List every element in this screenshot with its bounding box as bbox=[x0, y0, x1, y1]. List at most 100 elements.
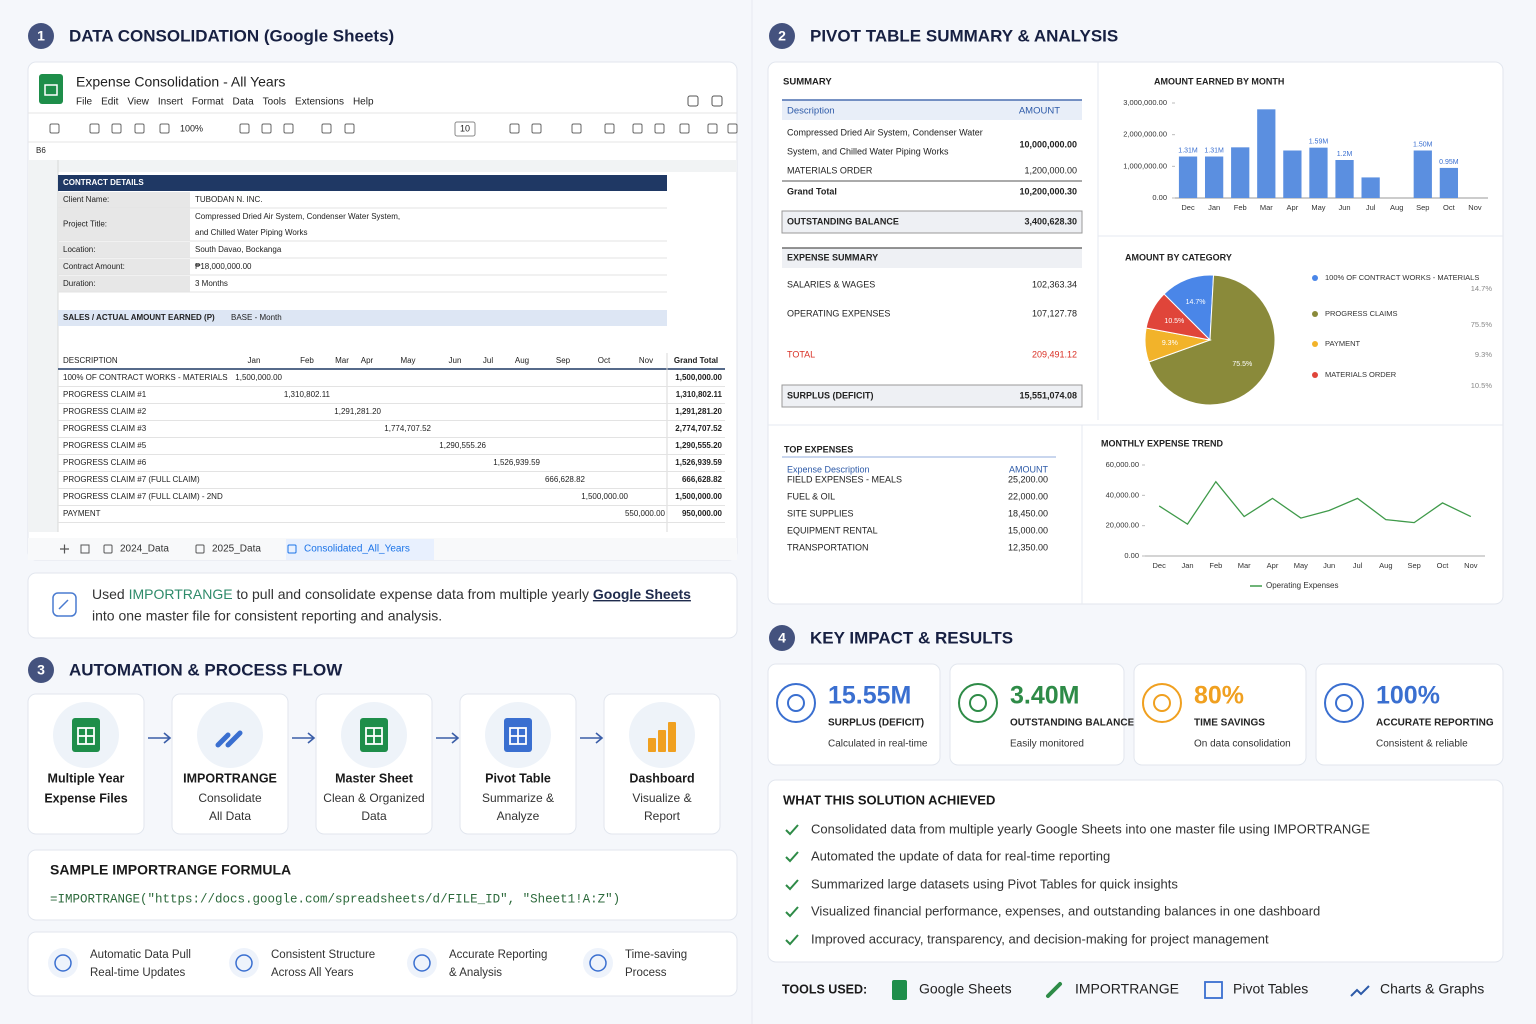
flow-text: Analyze bbox=[497, 809, 540, 823]
toolbar-icon bbox=[344, 123, 355, 134]
expense-label: FUEL & OIL bbox=[787, 491, 835, 501]
menu-item: Insert bbox=[158, 97, 183, 108]
table-header-text: Description bbox=[787, 106, 835, 117]
menu-item: Help bbox=[353, 97, 374, 108]
column-header: Aug bbox=[515, 356, 529, 365]
cell: PROGRESS CLAIM #5 bbox=[63, 441, 147, 450]
toolbar-icon bbox=[687, 95, 699, 107]
callout-text: Used IMPORTRANGE to pull and consolidate… bbox=[92, 586, 691, 602]
bar-label: 1.59M bbox=[1309, 138, 1329, 145]
cell: 1,500,000.00 bbox=[581, 492, 628, 501]
feature-icon-bg bbox=[583, 948, 613, 978]
pie-slice bbox=[1148, 274, 1276, 406]
surplus-row bbox=[781, 384, 1083, 408]
detail-value: and Chilled Water Piping Works bbox=[195, 228, 308, 237]
column-header-bar bbox=[28, 160, 737, 172]
section-badge bbox=[769, 625, 795, 651]
section-badge bbox=[28, 657, 54, 683]
bar bbox=[1309, 147, 1328, 198]
cell: PROGRESS CLAIM #2 bbox=[63, 407, 147, 416]
column-header: Jan bbox=[248, 356, 261, 365]
legend-label: PROGRESS CLAIMS bbox=[1325, 309, 1398, 318]
toolbar-icon bbox=[239, 123, 250, 134]
expense-label: SALARIES & WAGES bbox=[787, 279, 875, 289]
section-badge bbox=[28, 23, 54, 49]
cell: 1,500,000.00 bbox=[675, 492, 722, 501]
y-tick-label: 2,000,000.00 bbox=[1123, 130, 1167, 139]
x-tick-label: Nov bbox=[1468, 203, 1482, 212]
expense-amount: 22,000.00 bbox=[1008, 491, 1048, 501]
x-tick-label: Feb bbox=[1234, 203, 1247, 212]
column-header: Nov bbox=[639, 356, 653, 365]
slice-label: 10.5% bbox=[1164, 318, 1184, 325]
impact-icon bbox=[1335, 694, 1353, 712]
flow-icon bbox=[668, 722, 676, 752]
callout-part: Used bbox=[92, 586, 129, 602]
cell: PROGRESS CLAIM #7 (FULL CLAIM) - 2ND bbox=[63, 492, 223, 501]
toolbar-icon bbox=[283, 123, 294, 134]
check-icon bbox=[785, 824, 799, 836]
column-header: Mar bbox=[335, 356, 349, 365]
sheet-list-icon bbox=[80, 544, 90, 554]
active-tab bbox=[286, 539, 434, 560]
y-tick-label: 3,000,000.00 bbox=[1123, 98, 1167, 107]
cell: PROGRESS CLAIM #1 bbox=[63, 390, 147, 399]
impact-note: On data consolidation bbox=[1194, 739, 1291, 750]
legend-label: Operating Expenses bbox=[1266, 581, 1339, 590]
x-tick-label: May bbox=[1311, 203, 1325, 212]
callout-part: to pull and consolidate expense data fro… bbox=[233, 586, 593, 602]
callout-part: IMPORTRANGE bbox=[129, 586, 233, 602]
toolbar-icon bbox=[654, 123, 665, 134]
feature-icon bbox=[413, 954, 431, 972]
expense-amount: 15,000.00 bbox=[1008, 525, 1048, 535]
formula-code: =IMPORTRANGE("https://docs.google.com/sp… bbox=[50, 892, 620, 906]
detail-label: Client Name: bbox=[63, 195, 109, 204]
flow-title: IMPORTRANGE bbox=[183, 771, 277, 785]
expense-label: TRANSPORTATION bbox=[787, 542, 869, 552]
table-header-text: AMOUNT bbox=[1009, 464, 1048, 474]
flow-text: Visualize & bbox=[632, 791, 691, 805]
toolbar-icon bbox=[89, 123, 100, 134]
feature-icon-bg bbox=[48, 948, 78, 978]
flow-arrow bbox=[292, 732, 316, 744]
section-title: AUTOMATION & PROCESS FLOW bbox=[69, 660, 343, 679]
cell-ref: B6 bbox=[36, 146, 46, 155]
y-tick-label: 0.00 bbox=[1124, 551, 1139, 560]
detail-label-cell bbox=[58, 259, 190, 275]
section-title: KEY IMPACT & RESULTS bbox=[810, 628, 1013, 647]
cell: 2,774,707.52 bbox=[675, 424, 722, 433]
achievement-item: Visualized financial performance, expens… bbox=[811, 903, 1320, 918]
chart-title: AMOUNT EARNED BY MONTH bbox=[1154, 76, 1284, 86]
menu-item: Tools bbox=[263, 97, 286, 108]
x-tick-label: Oct bbox=[1437, 561, 1450, 570]
summary-label: Grand Total bbox=[787, 186, 837, 196]
tool-name: Charts & Graphs bbox=[1380, 981, 1484, 997]
detail-label: Project Title: bbox=[63, 220, 107, 229]
toolbar-icon bbox=[134, 123, 145, 134]
check-icon bbox=[785, 906, 799, 918]
toolbar-icon bbox=[531, 123, 542, 134]
cell: 1,526,939.59 bbox=[675, 458, 722, 467]
feature-text: Consistent Structure bbox=[271, 949, 375, 961]
x-tick-label: Mar bbox=[1260, 203, 1273, 212]
toolbar-icon bbox=[49, 123, 60, 134]
y-tick-label: 60,000.00 bbox=[1106, 460, 1139, 469]
flow-arrow bbox=[580, 732, 604, 744]
impact-value: 3.40M bbox=[1010, 682, 1079, 710]
tool-name: Google Sheets bbox=[919, 981, 1012, 997]
detail-label: Contract Amount: bbox=[63, 262, 125, 271]
detail-label: Location: bbox=[63, 245, 95, 254]
flow-arrow bbox=[436, 732, 460, 744]
expense-amount: 15,551,074.08 bbox=[1019, 390, 1077, 400]
detail-value: ₱18,000,000.00 bbox=[195, 262, 252, 271]
detail-value: South Davao, Bockanga bbox=[195, 245, 282, 254]
feature-text: Real-time Updates bbox=[90, 967, 185, 979]
callout-icon bbox=[52, 592, 77, 617]
cell: 1,500,000.00 bbox=[235, 373, 282, 382]
contract-header bbox=[58, 175, 667, 191]
x-tick-label: Jan bbox=[1208, 203, 1220, 212]
chart-title: MONTHLY EXPENSE TREND bbox=[1101, 438, 1224, 448]
toolbar-icon bbox=[111, 123, 122, 134]
features bbox=[27, 931, 738, 997]
x-tick-label: Oct bbox=[1443, 203, 1456, 212]
